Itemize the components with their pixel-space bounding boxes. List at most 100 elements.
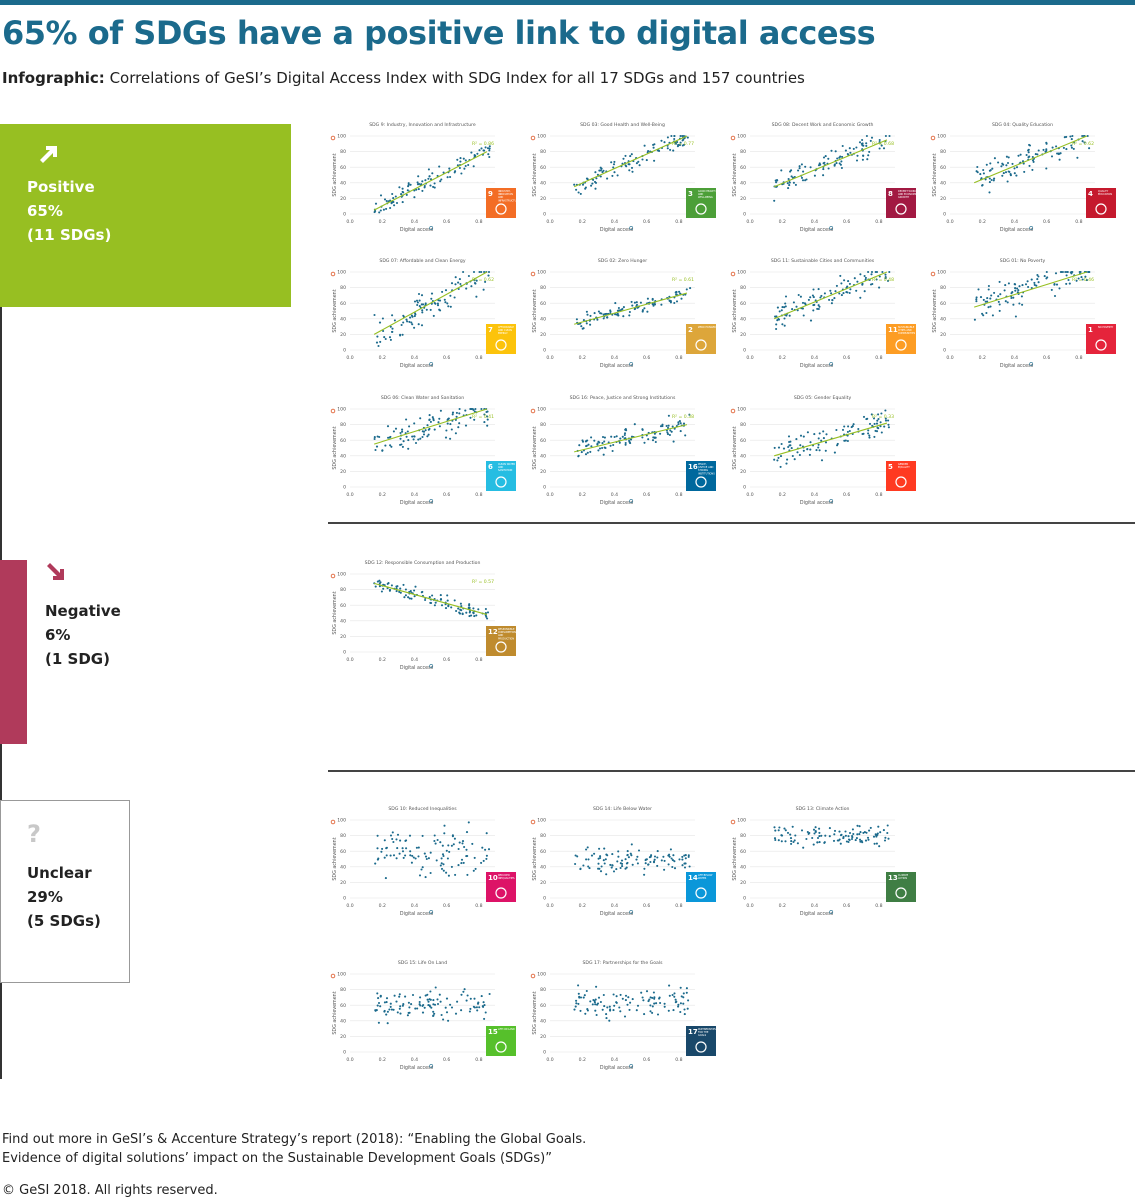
data-point [671,859,674,862]
data-point [856,154,859,157]
data-point [457,847,460,851]
data-point [777,456,780,459]
data-point [812,288,815,291]
data-point [589,1000,592,1003]
data-point [784,295,788,298]
x-tick-label: 0.0 [746,903,753,909]
data-point [619,437,622,440]
data-point [382,329,385,333]
data-point [399,839,402,842]
data-point [376,992,379,995]
data-point [471,407,474,411]
arrow-down-right-icon [47,563,64,580]
data-point [381,847,384,850]
data-point [392,197,395,200]
data-point [879,421,882,424]
data-point [990,294,993,297]
data-point [422,303,425,306]
scatter-svg: SDG 07: Affordable and Clean Energy02040… [330,258,516,369]
data-point [612,163,616,166]
scatter-panel: SDG 16: Peace, Justice and Strong Instit… [530,395,720,515]
data-point [412,856,415,859]
data-point [780,840,783,843]
data-point [383,856,386,859]
sdg-badge-number: 11 [888,326,898,334]
data-point [1012,303,1015,306]
data-point [457,426,460,429]
data-point [631,304,634,307]
y-tick-label: 40 [340,316,346,322]
data-point [389,435,392,438]
data-point [1031,159,1035,162]
data-point [861,144,864,147]
y-tick-label: 100 [537,270,546,276]
data-point [867,838,870,841]
data-point [872,835,876,838]
data-point [376,435,379,438]
data-point [413,435,416,438]
data-point [778,826,781,829]
data-point [606,316,609,319]
sdg-badge [1086,188,1116,218]
sdg-ring-icon [330,973,336,979]
data-point [687,854,690,857]
scatter-svg: SDG 9: Industry, Innovation and Infrastr… [330,122,520,233]
x-tick-label: 0.0 [946,219,953,225]
data-point [1010,296,1013,300]
sdg-goal-icon [495,1041,507,1053]
data-point [613,160,616,163]
data-point [864,839,868,842]
x-tick-label: 0.4 [611,903,618,909]
y-tick-label: 100 [337,270,346,276]
data-point [869,826,872,829]
data-point [675,300,679,303]
y-tick-label: 80 [540,149,546,155]
data-point [685,991,688,994]
data-point [454,283,457,286]
data-point [590,184,593,187]
data-point [975,296,978,299]
data-point [401,187,404,190]
data-point [418,874,422,877]
data-point [773,446,776,449]
data-point [790,447,793,450]
data-point [604,858,607,861]
data-point [410,314,413,317]
data-point [824,834,827,837]
data-point [977,288,980,291]
data-point [1045,148,1048,151]
data-point [816,836,820,840]
data-point [846,430,849,433]
data-point [424,994,427,997]
data-point [417,188,420,191]
y-tick-label: 40 [340,618,346,624]
data-point [401,847,404,850]
data-point [611,853,614,856]
data-point [484,848,487,851]
data-point [621,307,624,311]
data-point [388,1008,391,1011]
y-tick-label: 40 [940,316,946,322]
y-tick-label: 0 [343,485,346,491]
data-point [410,321,413,324]
data-point [579,192,582,195]
data-point [793,458,796,461]
digital-access-icon [629,1064,634,1068]
data-point [447,417,450,420]
data-point [590,436,593,439]
data-point [1006,301,1009,304]
x-tick-label: 0.0 [746,355,753,361]
data-point [485,854,488,857]
data-point [651,439,655,442]
data-point [862,831,865,834]
data-point [670,430,673,433]
data-point [806,830,809,834]
data-point [817,446,820,449]
data-point [383,198,387,201]
data-point [446,176,449,179]
sdg-badge-label: EDUCATION [1098,193,1112,196]
data-point [822,430,825,433]
data-point [842,292,845,295]
x-tick-label: 0.8 [875,492,882,498]
